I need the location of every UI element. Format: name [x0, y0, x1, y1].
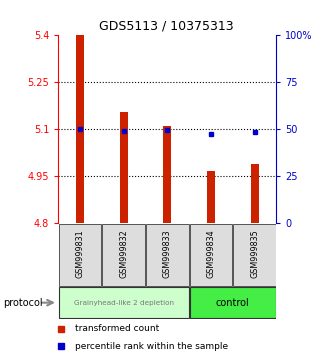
Bar [76, 35, 84, 223]
FancyBboxPatch shape [146, 224, 189, 286]
FancyBboxPatch shape [233, 224, 276, 286]
Bar [164, 126, 171, 223]
FancyBboxPatch shape [59, 224, 102, 286]
Text: Grainyhead-like 2 depletion: Grainyhead-like 2 depletion [74, 300, 174, 306]
Bar [251, 164, 258, 223]
FancyBboxPatch shape [189, 287, 276, 318]
FancyBboxPatch shape [189, 224, 232, 286]
Text: GSM999835: GSM999835 [250, 229, 259, 278]
Text: protocol: protocol [3, 298, 43, 308]
Text: GDS5113 / 10375313: GDS5113 / 10375313 [99, 19, 234, 33]
Text: control: control [216, 298, 250, 308]
Text: transformed count: transformed count [75, 324, 159, 333]
FancyBboxPatch shape [102, 224, 145, 286]
Text: GSM999831: GSM999831 [76, 229, 85, 278]
Text: percentile rank within the sample: percentile rank within the sample [75, 342, 228, 351]
Text: GSM999833: GSM999833 [163, 229, 172, 278]
Text: GSM999834: GSM999834 [206, 229, 215, 278]
Bar [120, 112, 128, 223]
Text: GSM999832: GSM999832 [119, 229, 128, 278]
Bar [207, 171, 215, 223]
FancyBboxPatch shape [59, 287, 189, 318]
